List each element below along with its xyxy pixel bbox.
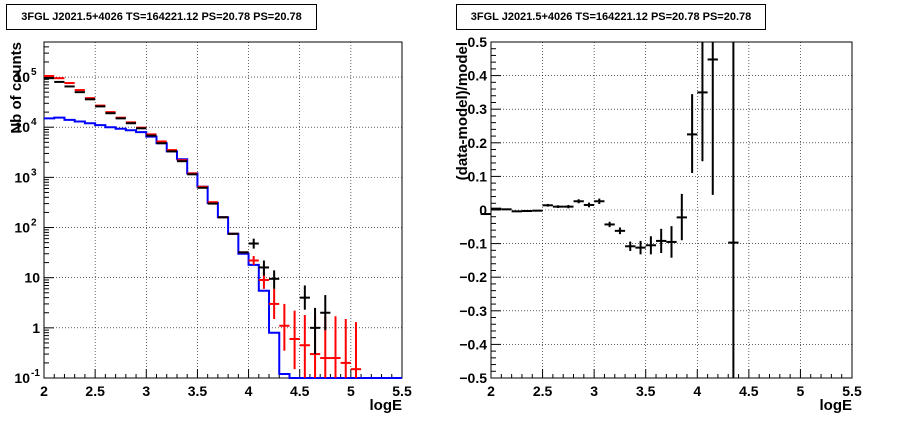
x-tick-label: 4.5 [739, 383, 759, 399]
y-tick-label: −0.4 [459, 336, 487, 352]
y-tick-exponent: 4 [31, 117, 37, 128]
x-tick-label: 4 [245, 383, 253, 399]
x-tick-label: 4 [693, 383, 701, 399]
y-tick-exponent: -1 [31, 368, 40, 379]
x-tick-label: 5.5 [842, 383, 862, 399]
y-tick-exponent: 3 [31, 167, 37, 178]
y-tick-label: 10 [14, 119, 30, 135]
y-tick-label: 10 [24, 270, 40, 286]
y-tick-label: −0.2 [459, 269, 487, 285]
y-tick-exponent: 2 [31, 218, 37, 229]
x-axis-title: logE [370, 397, 403, 414]
y-tick-label: 0.2 [468, 135, 488, 151]
x-tick-label: 4.5 [290, 383, 310, 399]
x-tick-label: 2 [487, 383, 495, 399]
y-tick-exponent: 5 [31, 67, 37, 78]
y-axis-title: (data-model)/model [454, 42, 471, 180]
y-tick-label: −0.5 [459, 370, 487, 386]
x-tick-label: 2.5 [533, 383, 553, 399]
y-tick-label: 10 [14, 69, 30, 85]
y-tick-label: 0.5 [468, 34, 488, 50]
y-tick-label: −0.3 [459, 303, 487, 319]
chart-title: 3FGL J2021.5+4026 TS=164221.12 PS=20.78 … [6, 4, 317, 30]
model-step-line [44, 116, 402, 379]
y-tick-label: −0.1 [459, 236, 487, 252]
x-tick-label: 2 [40, 383, 48, 399]
plot-frame [43, 41, 403, 379]
y-tick-label: 10 [14, 169, 30, 185]
y-tick-label: 0.1 [468, 168, 488, 184]
y-tick-label: 10 [14, 220, 30, 236]
x-tick-label: 5 [797, 383, 805, 399]
residuals-panel: 2 2.5 3 3.5 4 4.5 5 5.5 −0.5 −0.4 −0.3 −0.2 −0.1 0 0.1… [449, 0, 898, 421]
y-tick-label: 0.4 [468, 68, 488, 84]
y-tick-label: 10 [14, 370, 30, 386]
x-axis-title: logE [820, 397, 853, 414]
x-tick-label: 5 [347, 383, 355, 399]
x-tick-label: 3 [590, 383, 598, 399]
y-tick-label: 1 [32, 320, 40, 336]
x-tick-label: 5.5 [392, 383, 412, 399]
chart-title: 3FGL J2021.5+4026 TS=164221.12 PS=20.78 … [456, 4, 766, 30]
x-tick-label: 3.5 [636, 383, 656, 399]
y-tick-label: 0.3 [468, 101, 488, 117]
x-tick-label: 2.5 [85, 383, 105, 399]
x-tick-label: 3 [142, 383, 150, 399]
residuals-chart: 2 2.5 3 3.5 4 4.5 5 5.5 −0.5 −0.4 −0.3 −0.2 −0.1 0 0.1… [454, 34, 862, 414]
counts-spectrum-panel: 2 2.5 3 3.5 4 4.5 5 5.5 10 -1 1 10 10 2 10 3 10 4 10 5 logE N… [6, 4, 412, 414]
y-axis-title: Nb of counts [8, 42, 25, 134]
x-tick-label: 3.5 [188, 383, 208, 399]
y-tick-label: 0 [479, 202, 487, 218]
